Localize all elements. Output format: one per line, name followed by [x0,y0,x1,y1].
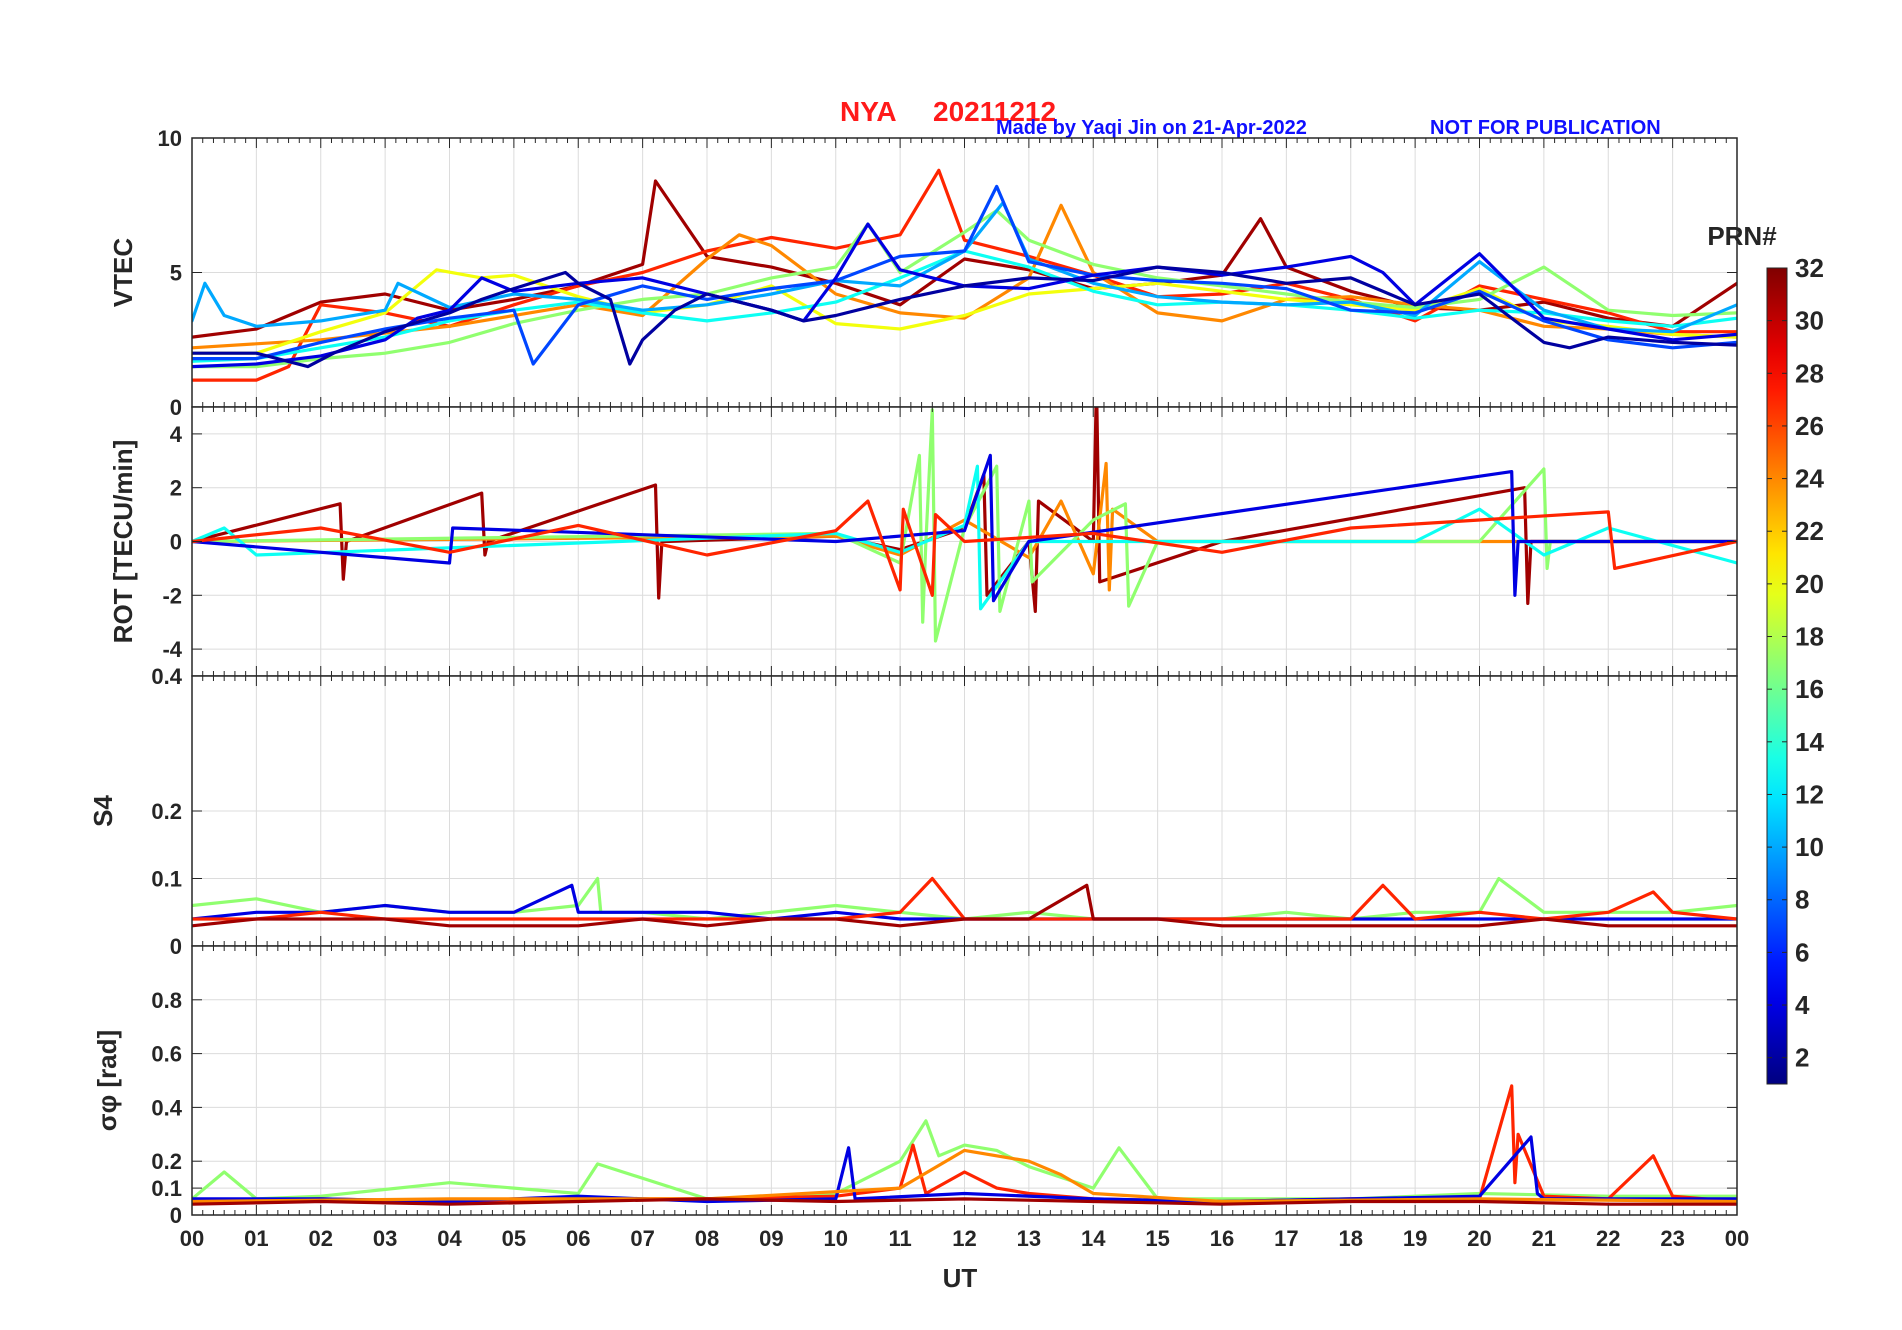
x-tick-label: 13 [1017,1226,1041,1251]
series-line-prn-24 [192,1148,1737,1204]
colorbar-tick-label: 20 [1795,569,1824,599]
colorbar-tick-label: 8 [1795,885,1809,915]
colorbar-tick-label: 26 [1795,411,1824,441]
x-tick-label: 06 [566,1226,590,1251]
y-axis-label-rot: ROT [TECU/min] [108,440,138,644]
x-tick-label: 12 [952,1226,976,1251]
colorbar-tick-label: 10 [1795,832,1824,862]
credit-text: Made by Yaqi Jin on 21-Apr-2022 [996,117,1307,139]
panel-vtec: 0 5 10 VTEC [108,126,1738,420]
y-axis-label-s4: S4 [88,795,118,827]
x-tick-label: 23 [1660,1226,1684,1251]
y-tick-label: 5 [170,261,182,286]
x-tick-label: 17 [1274,1226,1298,1251]
y-axis-label-sigma: σφ [rad] [92,1030,122,1131]
colorbar-gradient [1766,267,1788,1085]
series-group [192,168,1737,382]
colorbar-tick-label: 4 [1795,990,1810,1020]
x-axis-label: UT [943,1263,978,1293]
y-tick-label: 0 [170,934,182,959]
y-tick-label: 0.2 [151,799,182,824]
colorbar-tick-label: 32 [1795,253,1824,283]
x-tick-label: 21 [1532,1226,1556,1251]
y-tick-label: 0.4 [151,664,182,689]
y-tick-label: 2 [170,476,182,501]
series-line-prn-13 [192,464,1737,611]
series-line-prn-4 [192,222,1737,369]
x-tick-label: 09 [759,1226,783,1251]
y-tick-label: 0 [170,1203,182,1228]
x-tick-label: 15 [1145,1226,1169,1251]
series-line-prn-31 [192,1197,1737,1206]
colorbar-tick-label: 24 [1795,464,1824,494]
series-line-prn-10 [192,201,1737,334]
series-line-prn-20 [192,268,1737,355]
y-tick-label: -4 [162,637,182,662]
y-tick-label: 0 [170,530,182,555]
x-tick-label: 19 [1403,1226,1427,1251]
series-line-prn-27 [192,499,1737,597]
y-tick-label: 0.1 [151,867,182,892]
colorbar-tick-label: 22 [1795,516,1824,546]
colorbar-tick-label: 18 [1795,622,1824,652]
y-tick-label: 10 [158,126,182,151]
notice-text: NOT FOR PUBLICATION [1430,117,1661,139]
colorbar-tick-label: 28 [1795,358,1824,388]
y-tick-label: 0.6 [151,1042,182,1067]
colorbar-tick-label: 16 [1795,674,1824,704]
colorbar-tick-label: 30 [1795,306,1824,336]
x-tick-label: 00 [1725,1226,1749,1251]
x-tick-label: 02 [309,1226,333,1251]
y-tick-label: 0.4 [151,1095,182,1120]
x-tick-label: 07 [630,1226,654,1251]
x-tick-label: 20 [1467,1226,1491,1251]
x-axis-tick-labels: 00 01 02 03 04 05 06 07 08 09 10 11 12 13 14 15 16 17 18 19… [180,1226,1749,1251]
y-tick-label: 4 [170,422,183,447]
x-tick-label: 00 [180,1226,204,1251]
series-line-prn-24 [192,203,1737,350]
y-tick-label: 0 [170,395,182,420]
y-tick-label: 0.1 [151,1176,182,1201]
x-tick-label: 18 [1339,1226,1363,1251]
series-line-prn-17 [192,209,1737,369]
x-tick-label: 16 [1210,1226,1234,1251]
colorbar-title: PRN# [1707,221,1777,251]
panel-sigma: 00.10.2 0.4 0.6 0.8 σφ [rad] [92,945,1738,1228]
colorbar-tick-label: 12 [1795,779,1824,809]
colorbar-tick-label: 14 [1795,727,1824,757]
series-line-prn-31 [192,883,1737,928]
title-date: 20211212 [933,96,1056,127]
series-group [192,876,1737,928]
x-tick-label: 22 [1596,1226,1620,1251]
series-group [192,407,1737,643]
title-station: NYA [840,96,897,127]
y-tick-label: 0.8 [151,988,182,1013]
x-tick-label: 10 [824,1226,848,1251]
x-tick-label: 14 [1081,1226,1106,1251]
panel-s4: 0 0.1 0.2 0.4 S4 [88,664,1738,959]
y-tick-label: 0.2 [151,1149,182,1174]
x-tick-label: 01 [244,1226,268,1251]
y-axis-label-vtec: VTEC [108,238,138,308]
series-line-prn-17 [192,1119,1737,1201]
x-tick-label: 05 [502,1226,526,1251]
series-group [192,1084,1737,1206]
x-tick-label: 11 [888,1226,911,1251]
colorbar-tick-label: 2 [1795,1043,1809,1073]
colorbar-tick-label: 6 [1795,937,1809,967]
x-tick-label: 03 [373,1226,397,1251]
series-line-prn-2 [192,265,1737,369]
x-tick-label: 04 [437,1226,462,1251]
x-tick-label: 08 [695,1226,719,1251]
y-tick-label: -2 [162,583,182,608]
series-line-prn-4 [192,883,1737,921]
panel-rot: -4 -2 0 2 4 ROT [TECU/min] [108,406,1738,677]
series-line-prn-4 [192,453,1737,603]
